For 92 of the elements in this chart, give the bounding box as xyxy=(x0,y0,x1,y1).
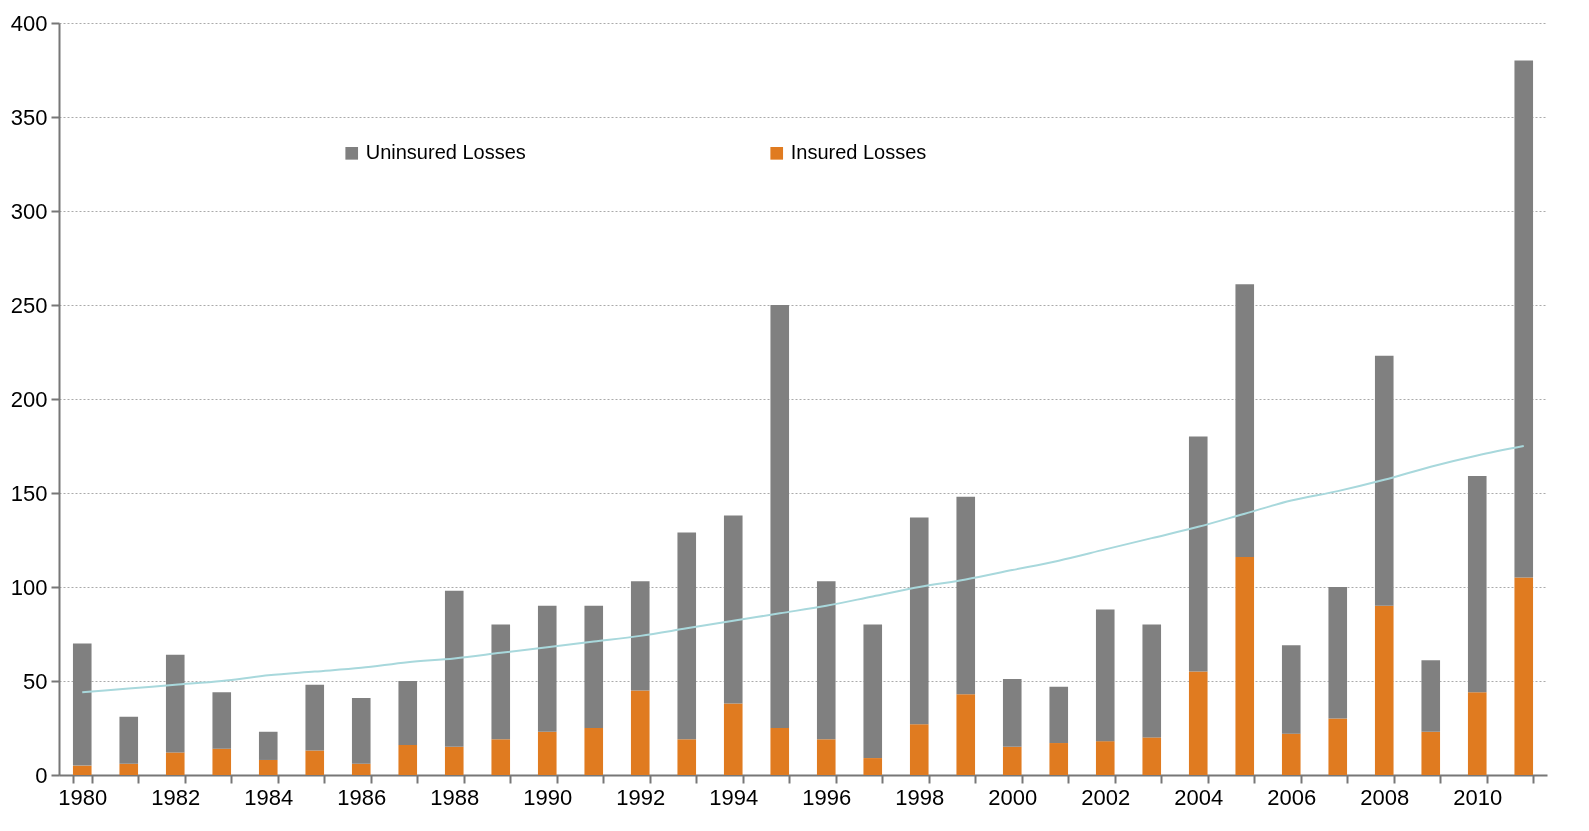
bar xyxy=(351,763,371,775)
bar xyxy=(1514,60,1534,578)
bar xyxy=(1095,741,1115,775)
bar xyxy=(1002,679,1022,747)
bar xyxy=(677,532,697,740)
x-tick-label: 2004 xyxy=(1174,784,1224,810)
bar xyxy=(1467,476,1487,693)
bar xyxy=(1467,692,1487,775)
x-tick-label: 2002 xyxy=(1081,784,1131,810)
bar xyxy=(677,739,697,775)
bar xyxy=(165,654,185,753)
bar xyxy=(1328,587,1348,719)
y-tick-label: 0 xyxy=(35,762,48,788)
x-tick-label: 1988 xyxy=(430,784,480,810)
legend-label: Uninsured Losses xyxy=(365,141,526,164)
y-tick-label: 50 xyxy=(23,668,48,694)
x-tick-label: 2006 xyxy=(1267,784,1317,810)
x-tick-label: 1982 xyxy=(151,784,201,810)
bar xyxy=(1095,609,1115,742)
bar xyxy=(398,744,418,775)
bar xyxy=(1188,671,1208,775)
x-tick-label: 1984 xyxy=(244,784,294,810)
x-tick-label: 1996 xyxy=(802,784,852,810)
x-tick-label: 1998 xyxy=(895,784,945,810)
x-tick-label: 2008 xyxy=(1360,784,1410,810)
bar xyxy=(212,748,232,775)
bar xyxy=(770,305,790,728)
bar xyxy=(1421,660,1441,732)
x-tick-label: 2000 xyxy=(988,784,1038,810)
bar xyxy=(956,496,976,695)
bar xyxy=(1002,746,1022,775)
bar xyxy=(770,728,790,775)
y-tick-label: 300 xyxy=(10,198,48,224)
line-series xyxy=(81,445,1525,694)
bar xyxy=(258,759,278,775)
bar xyxy=(909,724,929,775)
x-tick-label: 1980 xyxy=(58,784,108,810)
bar xyxy=(1049,686,1069,744)
bar xyxy=(258,731,278,760)
legend-label: Insured Losses xyxy=(790,141,927,164)
bar xyxy=(212,692,232,749)
bar xyxy=(863,758,883,775)
bar xyxy=(816,581,836,740)
bar xyxy=(816,739,836,775)
bar xyxy=(1049,743,1069,775)
y-tick-label: 400 xyxy=(10,10,48,36)
bar xyxy=(1281,733,1301,775)
x-tick-label: 1990 xyxy=(523,784,573,810)
x-tick-label: 1992 xyxy=(616,784,666,810)
bar xyxy=(1374,355,1394,606)
bar xyxy=(1514,577,1534,775)
bar xyxy=(1142,624,1162,738)
bar xyxy=(630,690,650,775)
bar xyxy=(491,624,511,740)
bar xyxy=(491,739,511,775)
bar xyxy=(72,765,92,775)
bar xyxy=(1235,556,1255,775)
x-tick-label: 1994 xyxy=(709,784,759,810)
bar xyxy=(584,728,604,775)
bar xyxy=(1188,436,1208,672)
bar xyxy=(537,605,557,732)
bar xyxy=(444,746,464,775)
y-tick-label: 350 xyxy=(10,104,48,130)
bar xyxy=(1421,731,1441,775)
bar xyxy=(305,750,325,775)
bar xyxy=(630,581,650,691)
bar xyxy=(72,643,92,766)
y-tick-label: 200 xyxy=(10,386,48,412)
y-tick-label: 150 xyxy=(10,480,48,506)
bar xyxy=(1142,737,1162,775)
y-tick-label: 250 xyxy=(10,292,48,318)
y-tick-label: 100 xyxy=(10,574,48,600)
bar xyxy=(351,697,371,764)
bar xyxy=(398,681,418,745)
bar xyxy=(909,517,929,725)
bar xyxy=(723,703,743,775)
bar xyxy=(863,624,883,759)
bar xyxy=(584,605,604,728)
bar xyxy=(956,694,976,775)
bar xyxy=(1374,605,1394,775)
bar xyxy=(165,752,185,775)
bar xyxy=(723,515,743,704)
bar xyxy=(1328,718,1348,775)
bar xyxy=(305,684,325,751)
x-tick-label: 2010 xyxy=(1453,784,1503,810)
x-tick-label: 1986 xyxy=(337,784,387,810)
bar xyxy=(1235,284,1255,557)
bar xyxy=(119,716,139,764)
bar xyxy=(537,731,557,775)
bar xyxy=(444,590,464,747)
bar xyxy=(1281,645,1301,734)
bar xyxy=(119,763,139,775)
